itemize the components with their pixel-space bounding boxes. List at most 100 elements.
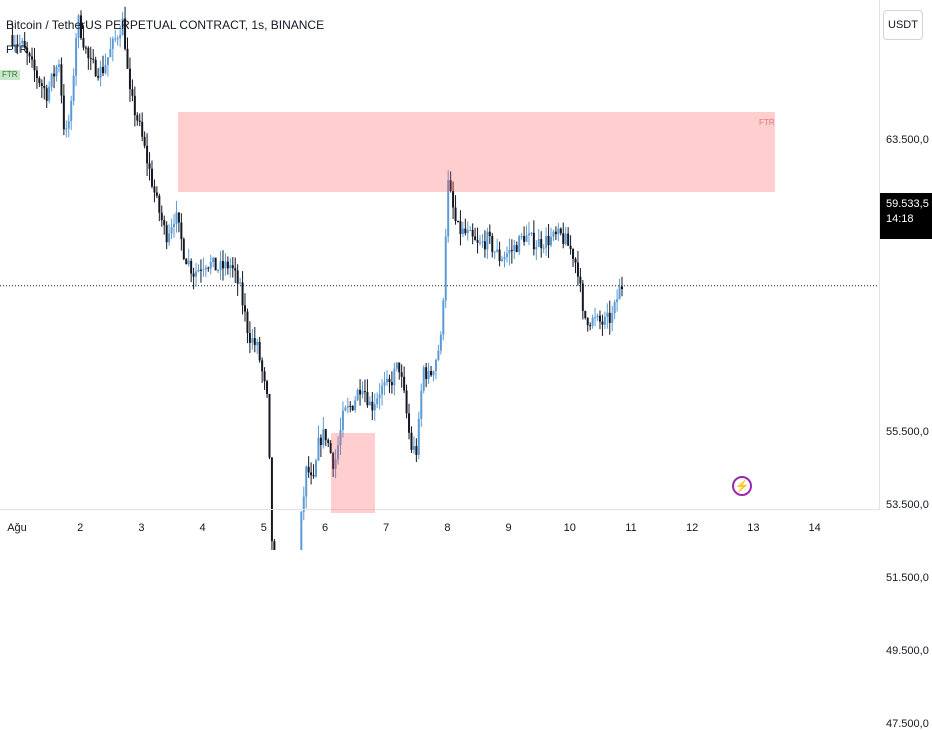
candle: [89, 46, 92, 71]
price-chart[interactable]: [0, 0, 932, 550]
candle: [459, 210, 462, 246]
candle: [11, 23, 14, 50]
candle: [87, 46, 90, 70]
candle: [268, 393, 271, 460]
candle: [75, 32, 78, 86]
candle: [430, 365, 433, 377]
candle-body: [53, 73, 56, 77]
candle-body: [253, 338, 256, 346]
candle-body: [329, 442, 332, 454]
candle-body: [408, 413, 411, 433]
currency-button[interactable]: USDT: [883, 10, 923, 40]
candle-body: [461, 228, 464, 234]
candle: [606, 303, 609, 329]
candle-body: [175, 212, 178, 224]
candle-body: [133, 95, 136, 116]
candle: [381, 379, 384, 406]
symbol-title[interactable]: Bitcoin / TetherUS PERPETUAL CONTRACT, 1…: [6, 18, 325, 32]
candle-body: [212, 257, 215, 262]
candle: [40, 79, 43, 98]
candle: [114, 29, 117, 43]
candle: [177, 212, 180, 233]
candle-body: [128, 68, 131, 90]
candle: [153, 179, 156, 203]
candle-body: [38, 78, 41, 84]
time-tick-label: 8: [444, 522, 451, 534]
candle-body: [62, 95, 65, 130]
candle: [513, 239, 516, 260]
candle: [38, 76, 41, 87]
candle: [547, 223, 550, 258]
candle-body: [199, 269, 202, 271]
candle-body: [432, 371, 435, 376]
candle-body: [109, 48, 112, 58]
candle-body: [530, 232, 533, 234]
candle: [562, 222, 565, 249]
candle: [474, 227, 477, 241]
candle: [273, 539, 276, 550]
candle-body: [471, 229, 474, 237]
candle-body: [576, 262, 579, 277]
candle-body: [498, 249, 501, 261]
candle-body: [231, 265, 234, 269]
candle-body: [187, 260, 190, 265]
price-axis-border: [879, 0, 880, 510]
candle-body: [496, 249, 499, 252]
candle-body: [594, 317, 597, 319]
candle: [231, 257, 234, 278]
candle-body: [361, 391, 364, 395]
candle: [302, 486, 305, 521]
time-tick-label: 5: [260, 522, 267, 534]
candle-body: [221, 261, 224, 269]
candle: [133, 86, 136, 127]
candle-body: [72, 75, 75, 101]
candle: [48, 81, 51, 104]
candle-body: [547, 235, 550, 246]
candle-body: [48, 86, 51, 101]
candle: [315, 458, 317, 478]
candle: [613, 299, 616, 320]
candle: [518, 234, 521, 256]
indicator-name[interactable]: FTR: [6, 44, 28, 56]
candle: [461, 221, 464, 238]
candle: [523, 226, 526, 246]
candle-body: [92, 58, 95, 60]
candle-body: [84, 47, 87, 49]
candle: [567, 227, 570, 246]
candle-body: [378, 394, 381, 399]
candle-body: [256, 341, 259, 346]
candle-body: [449, 180, 452, 191]
candle-body: [67, 121, 70, 129]
candle-body: [456, 220, 459, 222]
candle: [589, 322, 592, 331]
candle: [432, 370, 435, 382]
candle-body: [351, 405, 354, 411]
candle-body: [146, 145, 149, 164]
candle: [82, 25, 85, 51]
candle-body: [611, 313, 614, 323]
candle: [155, 186, 158, 199]
candle: [572, 248, 575, 268]
candle: [393, 362, 396, 396]
candle-body: [444, 236, 447, 301]
candle-body: [479, 242, 482, 244]
price-tick-label: 51.500,0: [886, 572, 929, 584]
time-tick-label: Ağu: [7, 522, 27, 534]
candle-body: [518, 236, 521, 253]
candle-body: [173, 223, 176, 228]
lightning-icon[interactable]: ⚡: [732, 476, 752, 496]
candle-body: [420, 390, 423, 419]
candle: [439, 331, 442, 355]
candle-body: [97, 76, 100, 78]
last-price-label: 59.533,5 14:18: [880, 193, 932, 239]
candle-body: [398, 362, 401, 373]
candle-body: [307, 466, 310, 473]
candle: [385, 369, 388, 386]
candle-body: [77, 15, 80, 38]
candle-body: [324, 429, 327, 441]
candle: [199, 259, 202, 283]
candle: [148, 152, 151, 181]
candle-body: [207, 267, 210, 269]
candle-body: [606, 312, 609, 317]
